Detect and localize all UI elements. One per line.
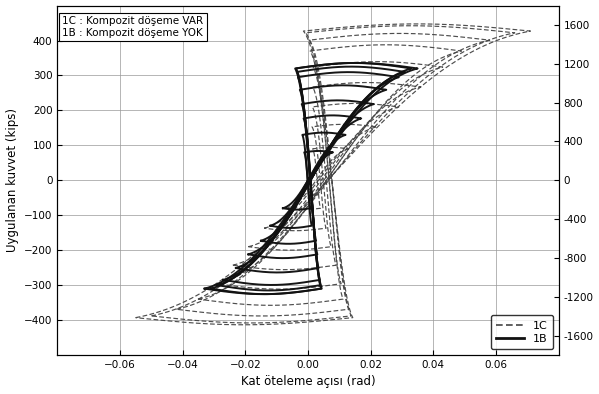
Text: 1C : Kompozit döşeme VAR
1B : Kompozit döşeme YOK: 1C : Kompozit döşeme VAR 1B : Kompozit d…	[62, 16, 204, 38]
Legend: 1C, 1B: 1C, 1B	[491, 315, 553, 349]
X-axis label: Kat öteleme açısı (rad): Kat öteleme açısı (rad)	[241, 375, 376, 388]
Y-axis label: Uygulanan kuvvet (kips): Uygulanan kuvvet (kips)	[5, 108, 19, 252]
